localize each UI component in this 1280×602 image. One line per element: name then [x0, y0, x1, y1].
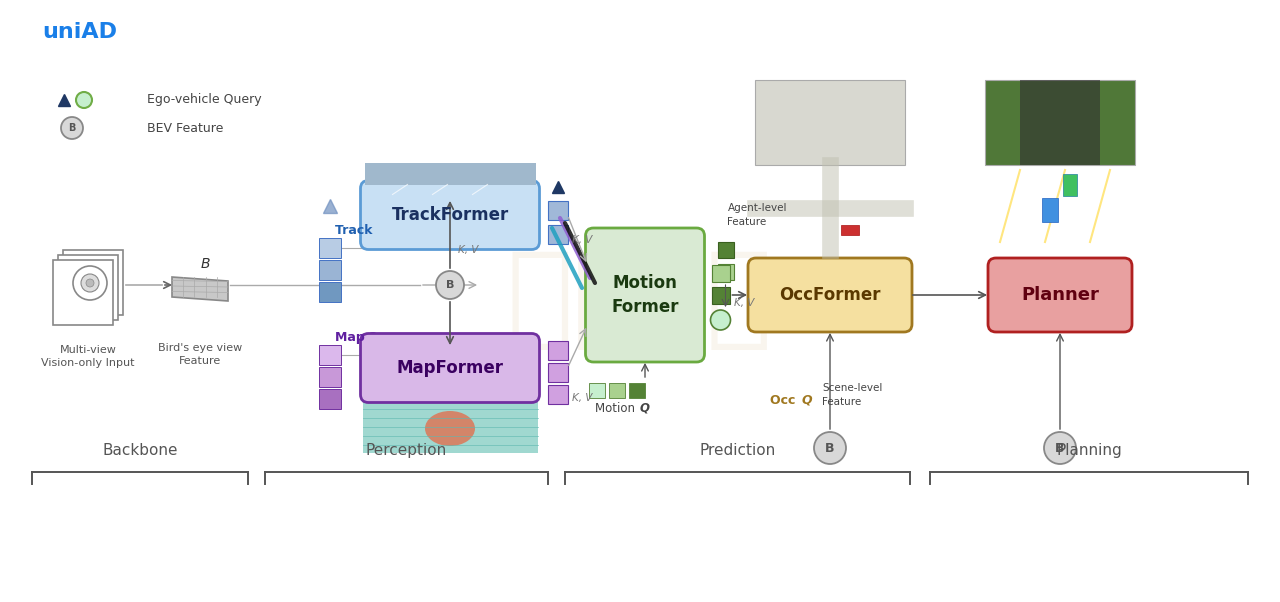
Circle shape — [61, 117, 83, 139]
FancyBboxPatch shape — [988, 258, 1132, 332]
Text: Planner: Planner — [1021, 286, 1100, 304]
Bar — [548, 341, 567, 359]
Text: Agent-level
Feature: Agent-level Feature — [727, 203, 787, 226]
Text: K, V: K, V — [572, 235, 593, 245]
Text: Prediction: Prediction — [699, 443, 776, 458]
FancyBboxPatch shape — [361, 181, 539, 249]
Bar — [755, 80, 905, 165]
Text: Occ: Occ — [771, 394, 800, 406]
Bar — [1062, 174, 1076, 196]
Text: uniAD: uniAD — [42, 22, 116, 42]
Bar — [609, 382, 625, 397]
Text: B: B — [826, 441, 835, 455]
Bar — [548, 200, 567, 220]
Text: Motion
Former: Motion Former — [612, 274, 678, 316]
Bar — [548, 362, 567, 382]
Bar — [1020, 80, 1100, 165]
Text: Multi-view
Vision-only Input: Multi-view Vision-only Input — [41, 345, 134, 368]
Text: Perception: Perception — [366, 443, 447, 458]
Bar — [718, 264, 733, 280]
Text: BEV Feature: BEV Feature — [147, 122, 224, 134]
Text: Ego-vehicle Query: Ego-vehicle Query — [147, 93, 261, 107]
Circle shape — [73, 266, 108, 300]
Bar — [548, 385, 567, 403]
Text: Q: Q — [367, 330, 378, 344]
Bar — [319, 238, 340, 258]
Bar — [712, 287, 730, 303]
Text: B: B — [200, 257, 210, 271]
Bar — [319, 389, 340, 409]
Circle shape — [1044, 432, 1076, 464]
Text: B: B — [68, 123, 76, 133]
Circle shape — [86, 279, 93, 287]
Circle shape — [76, 92, 92, 108]
Text: B: B — [445, 280, 454, 290]
Text: 盖世汽车: 盖世汽车 — [507, 246, 773, 353]
Circle shape — [81, 274, 99, 292]
Text: Q: Q — [803, 394, 813, 406]
Ellipse shape — [425, 411, 475, 446]
Bar — [589, 382, 605, 397]
FancyBboxPatch shape — [361, 334, 539, 403]
Bar — [319, 260, 340, 280]
Text: B: B — [1055, 441, 1065, 455]
Text: Q: Q — [372, 223, 384, 237]
Bar — [319, 345, 340, 365]
Text: Q: Q — [640, 402, 650, 415]
Text: OccFormer: OccFormer — [780, 286, 881, 304]
Bar — [1042, 198, 1059, 222]
Text: Motion: Motion — [595, 402, 639, 415]
Circle shape — [436, 271, 465, 299]
FancyBboxPatch shape — [748, 258, 911, 332]
Bar — [712, 264, 730, 282]
Bar — [52, 260, 113, 325]
Text: Track: Track — [335, 223, 376, 237]
Text: Map: Map — [335, 330, 369, 344]
Bar — [319, 367, 340, 387]
Text: K, V: K, V — [572, 393, 593, 403]
Text: Planning: Planning — [1056, 443, 1121, 458]
Bar — [319, 282, 340, 302]
Bar — [365, 163, 535, 184]
Bar — [841, 225, 859, 235]
Bar — [63, 250, 123, 315]
Bar — [986, 80, 1135, 165]
FancyBboxPatch shape — [585, 228, 704, 362]
Text: K, V: K, V — [735, 298, 755, 308]
Bar — [718, 242, 733, 258]
Bar — [628, 382, 645, 397]
Bar — [362, 400, 538, 453]
Circle shape — [814, 432, 846, 464]
Text: K, V: K, V — [458, 245, 479, 255]
Polygon shape — [172, 277, 228, 301]
Text: MapFormer: MapFormer — [397, 359, 503, 377]
Text: Scene-level
Feature: Scene-level Feature — [822, 383, 882, 406]
Text: TrackFormer: TrackFormer — [392, 206, 508, 224]
Bar — [548, 225, 567, 243]
Text: Bird's eye view
Feature: Bird's eye view Feature — [157, 343, 242, 366]
Text: Backbone: Backbone — [102, 443, 178, 458]
Circle shape — [710, 310, 731, 330]
Bar — [58, 255, 118, 320]
